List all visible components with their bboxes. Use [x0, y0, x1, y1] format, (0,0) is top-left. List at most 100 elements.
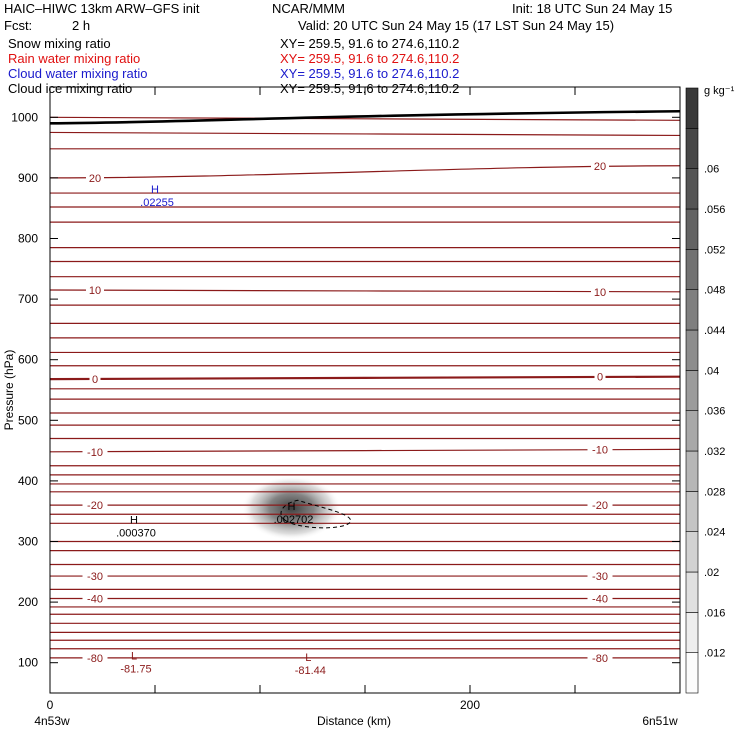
x-left-endpoint: 4n53w: [34, 714, 70, 728]
contour-label: 10: [89, 285, 101, 297]
extremum-marker: L: [131, 651, 137, 663]
forecast-label: Fcst:: [4, 18, 33, 33]
y-tick-label: 400: [18, 474, 38, 488]
colorbar-label: .044: [704, 325, 725, 337]
colorbar-label: .04: [704, 365, 719, 377]
contour-label-background: [594, 370, 606, 383]
extremum-value: .000370: [116, 527, 156, 539]
colorbar-label: .024: [704, 527, 725, 539]
y-tick-label: 1000: [11, 110, 38, 124]
colorbar-label: .06: [704, 164, 719, 176]
colorbar-segment: [685, 249, 699, 290]
field-rain-xy: XY= 259.5, 91.6 to 274.6,110.2: [280, 51, 460, 66]
organization: NCAR/MMM: [272, 1, 345, 16]
contour-label-background: [587, 570, 613, 583]
colorbar-segment: [685, 531, 699, 573]
field-ice-xy: XY= 259.5, 91.6 to 274.6,110.2: [280, 81, 460, 96]
colorbar-segment: [685, 208, 699, 250]
colorbar-label: .02: [704, 567, 719, 579]
extremum-marker: H: [151, 184, 159, 196]
field-snow-xy: XY= 259.5, 91.6 to 274.6,110.2: [280, 36, 460, 51]
contour-label: -30: [592, 571, 608, 583]
contour-label-background: [587, 499, 613, 512]
colorbar-segment: [685, 370, 699, 411]
extremum-marker: H: [288, 501, 296, 513]
y-tick-label: 900: [18, 171, 38, 185]
extremum-value: -81.44: [295, 665, 326, 677]
contour-label: -80: [87, 653, 103, 665]
y-tick-label: 300: [18, 535, 38, 549]
colorbar-label: .048: [704, 285, 725, 297]
colorbar-segment: [685, 652, 699, 694]
contour-label: -30: [87, 571, 103, 583]
x-tick-label: 0: [47, 698, 54, 712]
y-tick-label: 600: [18, 353, 38, 367]
valid-time: Valid: 20 UTC Sun 24 May 15 (17 LST Sun …: [298, 18, 615, 33]
contour-label-background: [587, 651, 613, 664]
contour-label-background: [86, 171, 104, 184]
contour-label: 0: [597, 372, 603, 384]
y-axis-label: Pressure (hPa): [2, 350, 16, 431]
colorbar-segment: [685, 612, 699, 653]
colorbar-segment: [685, 87, 699, 129]
y-tick-label: 100: [18, 656, 38, 670]
y-tick-label: 700: [18, 292, 38, 306]
extremum-value: .02255: [140, 197, 174, 209]
extremum-value: .002702: [274, 514, 314, 526]
contour-label: -10: [592, 444, 608, 456]
contour-label-background: [587, 443, 613, 456]
y-tick-label: 800: [18, 232, 38, 246]
field-ice-name: Cloud ice mixing ratio: [8, 81, 133, 96]
contour-label-background: [86, 284, 104, 297]
contour-label: -20: [87, 500, 103, 512]
extremum-marker: L: [305, 652, 311, 664]
colorbar-segment: [685, 450, 699, 492]
plot-frame: [49, 86, 681, 694]
field-cloudwater-name: Cloud water mixing ratio: [8, 66, 148, 81]
contour-label-background: [82, 445, 108, 458]
contour-label-background: [82, 592, 108, 605]
temperature-contour-line: [49, 375, 681, 381]
forecast-value: 2 h: [72, 18, 91, 33]
colorbar-label: .052: [704, 244, 725, 256]
colorbar-segment: [685, 289, 699, 331]
temperature-contour-line: [49, 165, 681, 179]
terrain-line: [49, 109, 681, 125]
extremum-marker: H: [130, 514, 138, 526]
contour-label: -40: [592, 593, 608, 605]
colorbar-label: .056: [704, 204, 725, 216]
colorbar-label: .028: [704, 486, 725, 498]
contour-label: -10: [87, 447, 103, 459]
init-time: Init: 18 UTC Sun 24 May 15: [512, 1, 673, 16]
contour-label-background: [591, 285, 609, 298]
colorbar-label: .012: [704, 648, 725, 660]
colorbar-segment: [685, 571, 699, 613]
contour-label: 20: [594, 161, 606, 173]
colorbar-unit: g kg⁻¹: [704, 85, 735, 97]
x-right-endpoint: 6n51w: [642, 714, 678, 728]
cloud-ice-dashed-contour: [280, 499, 351, 529]
temperature-contour-line: [49, 289, 681, 293]
colorbar-label: .032: [704, 446, 725, 458]
contour-label: 10: [594, 287, 606, 299]
temperature-contour-line: [49, 448, 681, 453]
x-axis-label: Distance (km): [317, 714, 391, 728]
contour-label: -20: [592, 500, 608, 512]
colorbar-segment: [685, 128, 699, 169]
contour-label-background: [591, 159, 609, 172]
temperature-contour-line: [49, 131, 681, 137]
contour-label-background: [82, 499, 108, 512]
colorbar-label: .036: [704, 406, 725, 418]
temperature-contour-line: [49, 116, 681, 121]
colorbar-segment: [685, 410, 699, 452]
colorbar-segment: [685, 168, 699, 210]
contour-label: -80: [592, 653, 608, 665]
extremum-value: -81.75: [120, 664, 151, 676]
y-tick-label: 500: [18, 413, 38, 427]
contour-label: 0: [92, 374, 98, 386]
contour-label: -40: [87, 593, 103, 605]
contour-label-background: [82, 570, 108, 583]
contour-label-background: [82, 651, 108, 664]
figure-title: HAIC–HIWC 13km ARW–GFS init: [4, 1, 200, 16]
